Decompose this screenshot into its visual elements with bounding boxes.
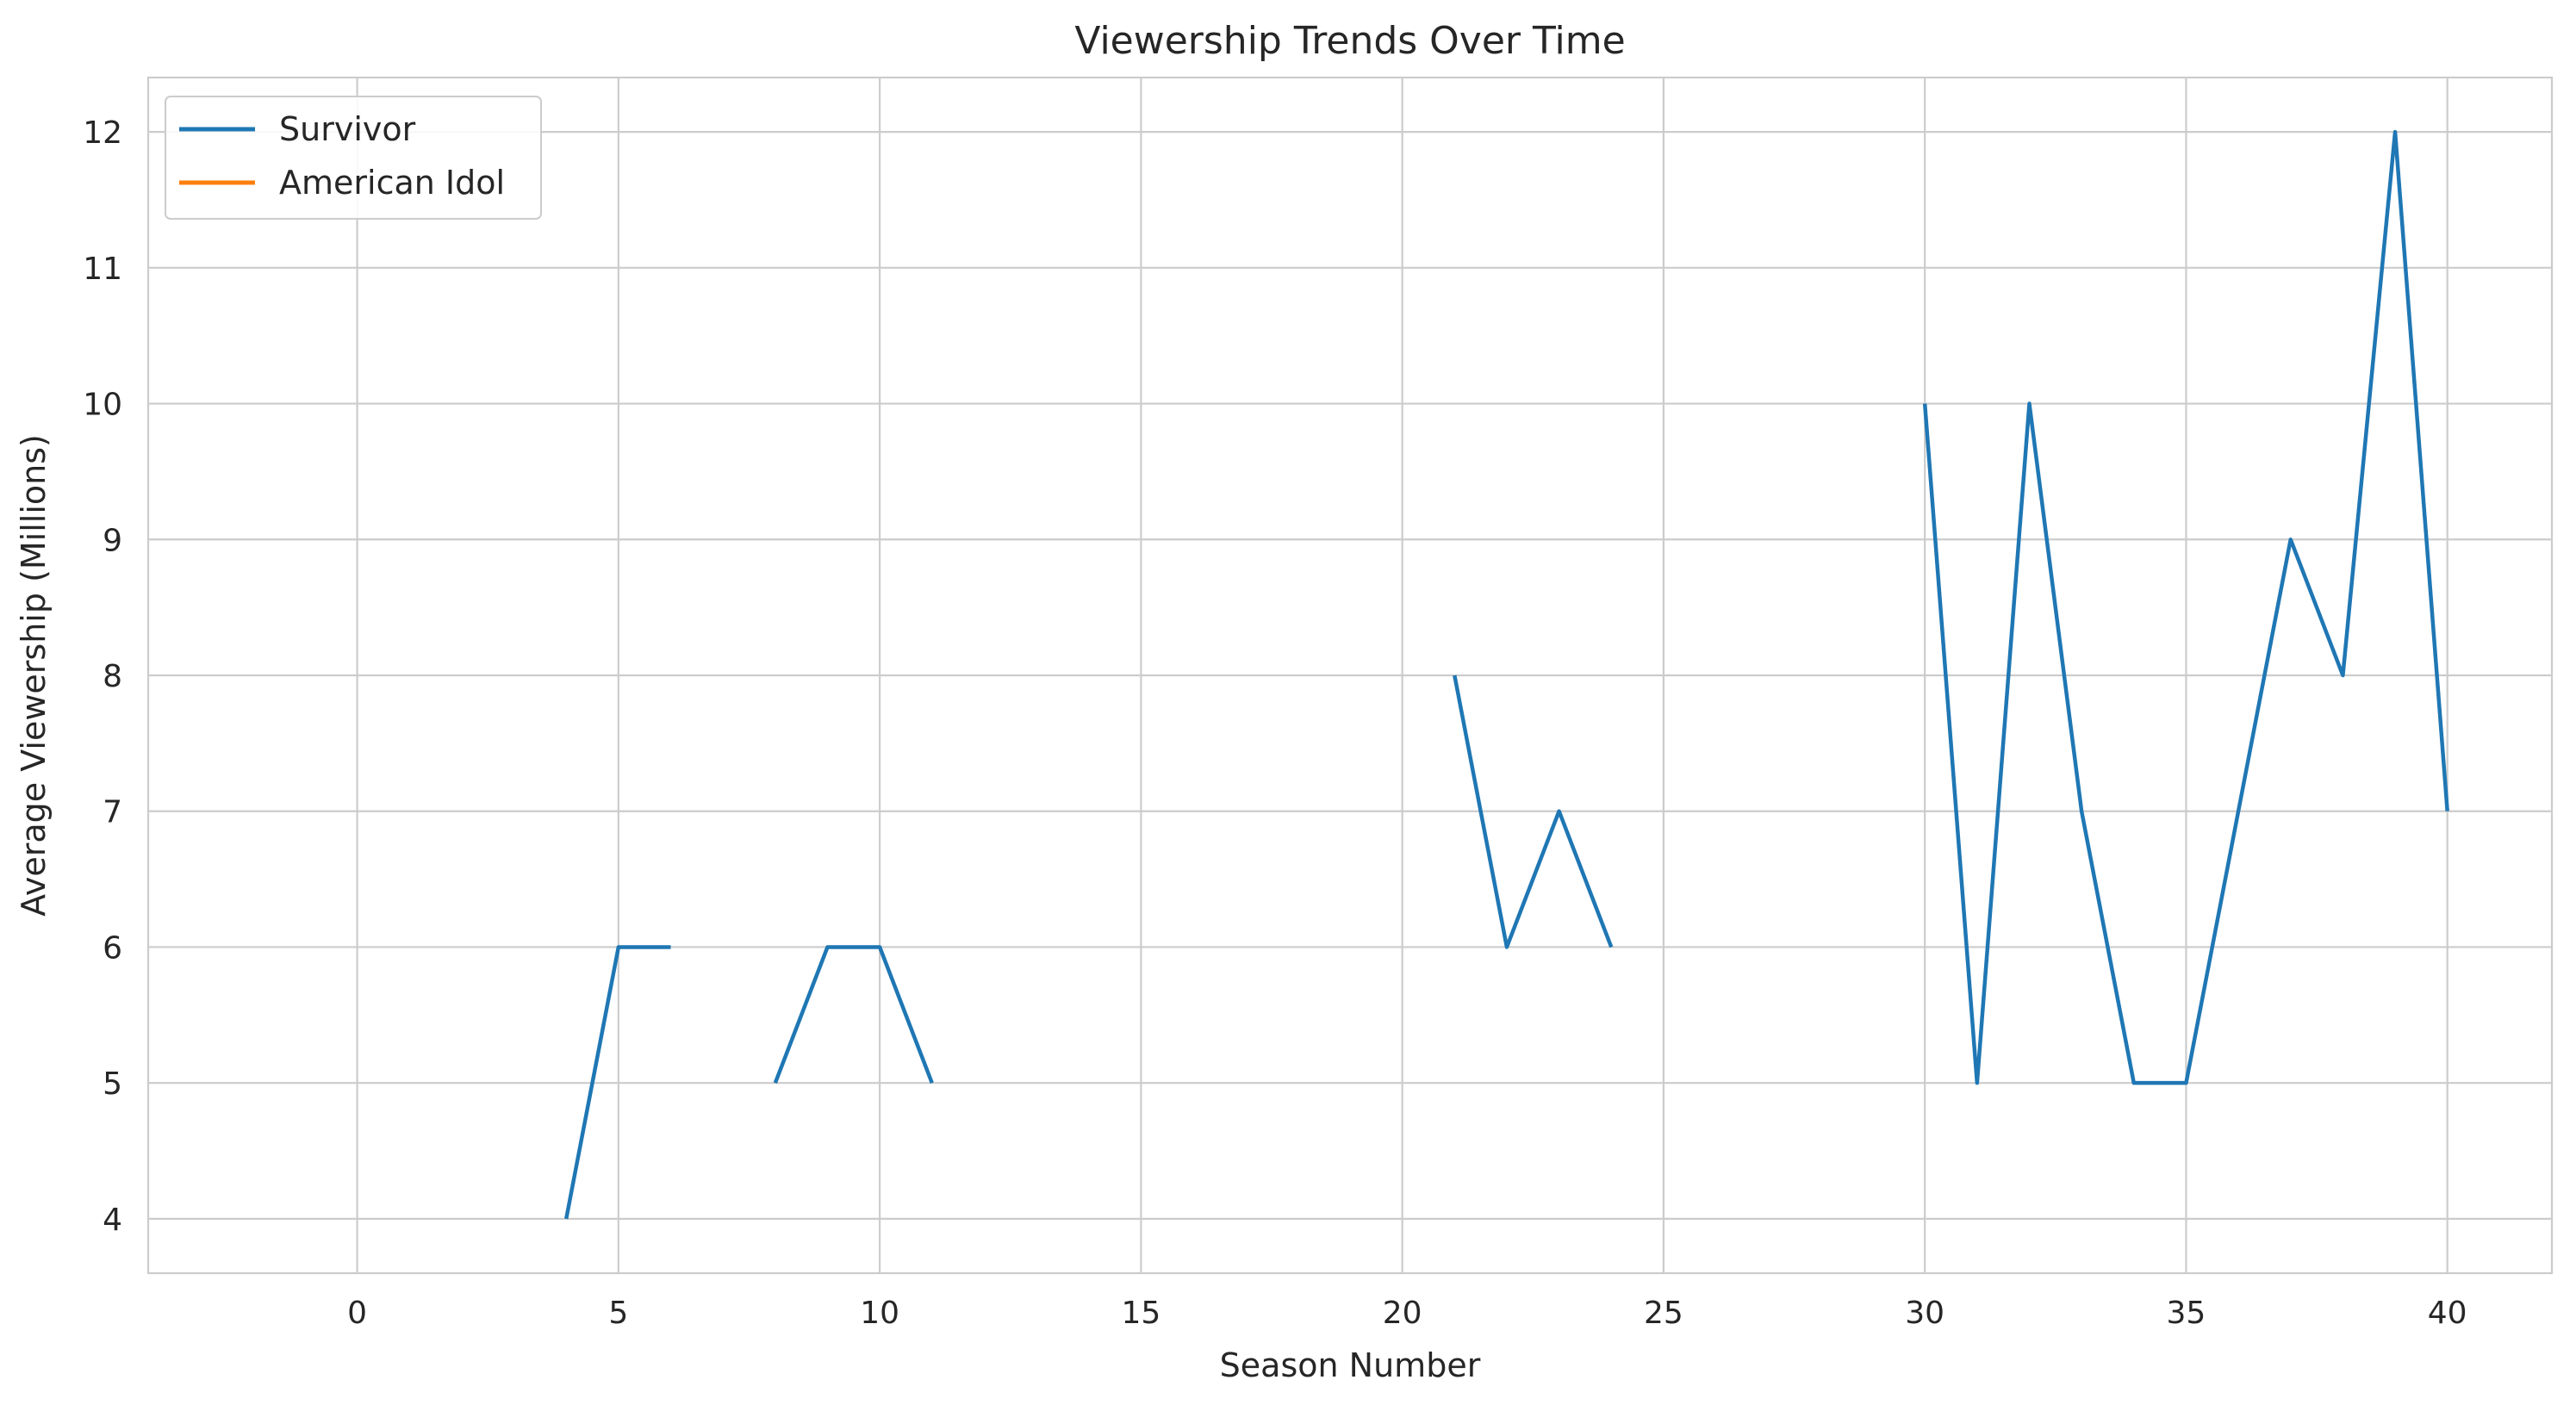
y-tick-label: 7: [103, 795, 122, 830]
plot-frame: [146, 76, 2554, 1275]
series-lines: [564, 129, 2449, 1220]
series-line-survivor: [1922, 129, 2449, 1085]
y-axis-ticks: 4 5 6 7 8 9 10 11 12: [83, 115, 122, 1238]
legend-label-american-idol: American Idol: [279, 164, 505, 202]
x-axis-label: Season Number: [1220, 1346, 1481, 1384]
x-tick-label: 35: [2167, 1296, 2206, 1331]
x-axis-ticks: 0 5 10 15 20 25 30 35 40: [347, 1296, 2467, 1331]
x-tick-label: 40: [2428, 1296, 2467, 1331]
series-line-survivor: [773, 945, 934, 1084]
x-tick-label: 15: [1121, 1296, 1160, 1331]
y-tick-label: 10: [83, 388, 122, 423]
x-tick-label: 5: [608, 1296, 628, 1331]
legend-box: [165, 96, 542, 220]
x-tick-label: 0: [347, 1296, 367, 1331]
series-line-survivor: [1453, 674, 1614, 949]
y-axis-label: Average Viewership (Millions): [15, 434, 53, 917]
x-tick-label: 10: [860, 1296, 899, 1331]
y-tick-label: 8: [103, 659, 122, 694]
legend: Survivor American Idol: [165, 96, 542, 220]
grid-lines: [148, 78, 2552, 1273]
x-tick-label: 20: [1383, 1296, 1422, 1331]
y-tick-label: 12: [83, 115, 122, 151]
legend-label-survivor: Survivor: [279, 110, 416, 148]
chart-title: Viewership Trends Over Time: [1074, 19, 1625, 63]
y-tick-label: 6: [103, 930, 122, 966]
y-tick-label: 11: [83, 252, 122, 287]
y-tick-label: 4: [103, 1203, 122, 1238]
series-line-survivor: [564, 945, 671, 1220]
x-tick-label: 30: [1905, 1296, 1944, 1331]
y-tick-label: 5: [103, 1066, 122, 1102]
y-tick-label: 9: [103, 523, 122, 558]
x-tick-label: 25: [1644, 1296, 1683, 1331]
